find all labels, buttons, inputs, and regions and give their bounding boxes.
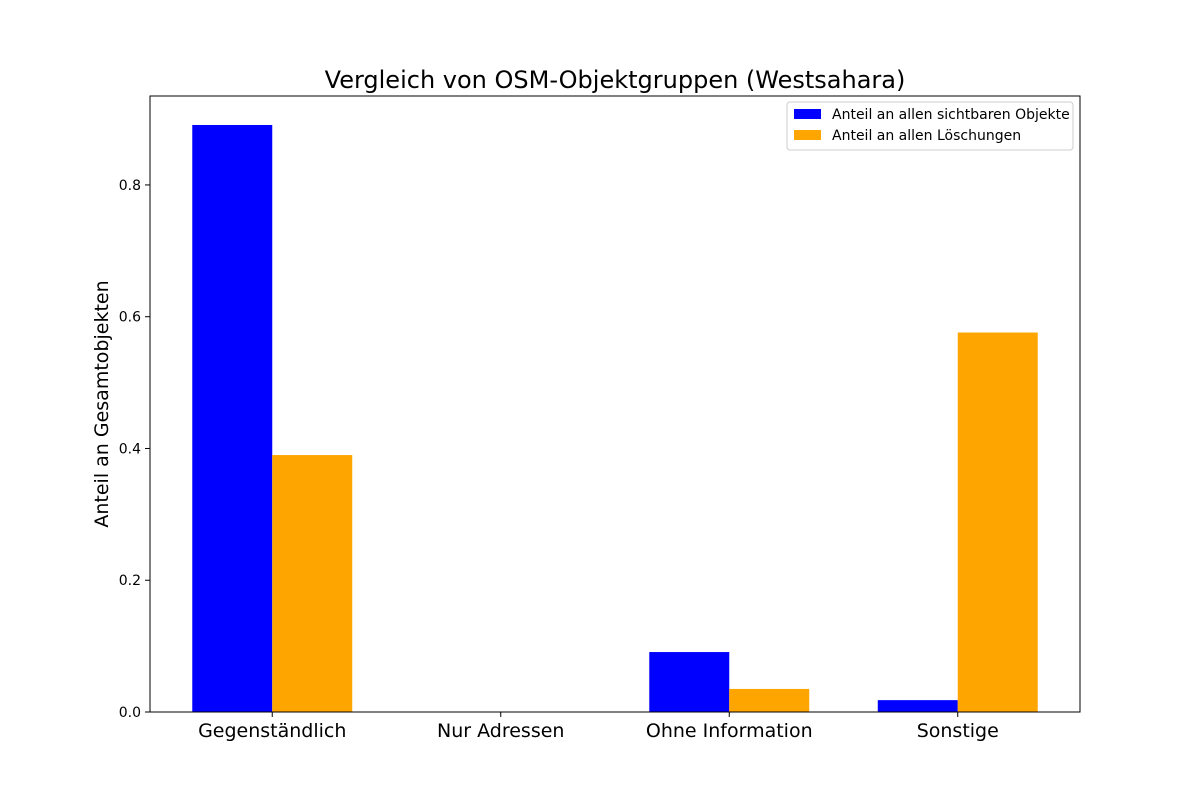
- bar-deletions-0: [272, 455, 353, 712]
- legend-label: Anteil an allen sichtbaren Objekte: [832, 107, 1070, 123]
- chart-title: Vergleich von OSM-Objektgruppen (Westsah…: [325, 66, 906, 94]
- x-tick-label: Ohne Information: [646, 720, 813, 742]
- y-tick-label: 0.6: [119, 310, 141, 326]
- y-tick-label: 0.4: [119, 441, 141, 457]
- x-tick-label: Nur Adressen: [437, 720, 564, 742]
- plot-frame: [149, 95, 1081, 713]
- x-tick-label: Sonstige: [917, 720, 999, 742]
- legend-swatch: [794, 130, 821, 140]
- legend-box: [786, 101, 1074, 151]
- y-tick-label: 0.8: [119, 178, 141, 194]
- legend-swatch: [794, 109, 821, 119]
- legend: Anteil an allen sichtbaren Objekte Anteil…: [786, 101, 1074, 151]
- y-tick-label: 0.0: [119, 705, 141, 721]
- bar-visible-3: [877, 700, 958, 712]
- bars-layer: [192, 124, 1038, 713]
- y-tick-label: 0.2: [119, 573, 141, 589]
- axes-layer: 0.0 0.2 0.4 0.6 0.8 Gegenständlich Nur Adresse…: [119, 95, 1081, 742]
- legend-label: Anteil an allen Löschungen: [832, 128, 1021, 144]
- y-axis-label: Anteil an Gesamtobjekten: [91, 280, 113, 527]
- bar-visible-2: [649, 652, 730, 712]
- x-tick-label: Gegenständlich: [198, 720, 346, 742]
- bar-deletions-2: [729, 688, 810, 712]
- bar-visible-0: [192, 124, 273, 713]
- bar-deletions-3: [957, 332, 1038, 712]
